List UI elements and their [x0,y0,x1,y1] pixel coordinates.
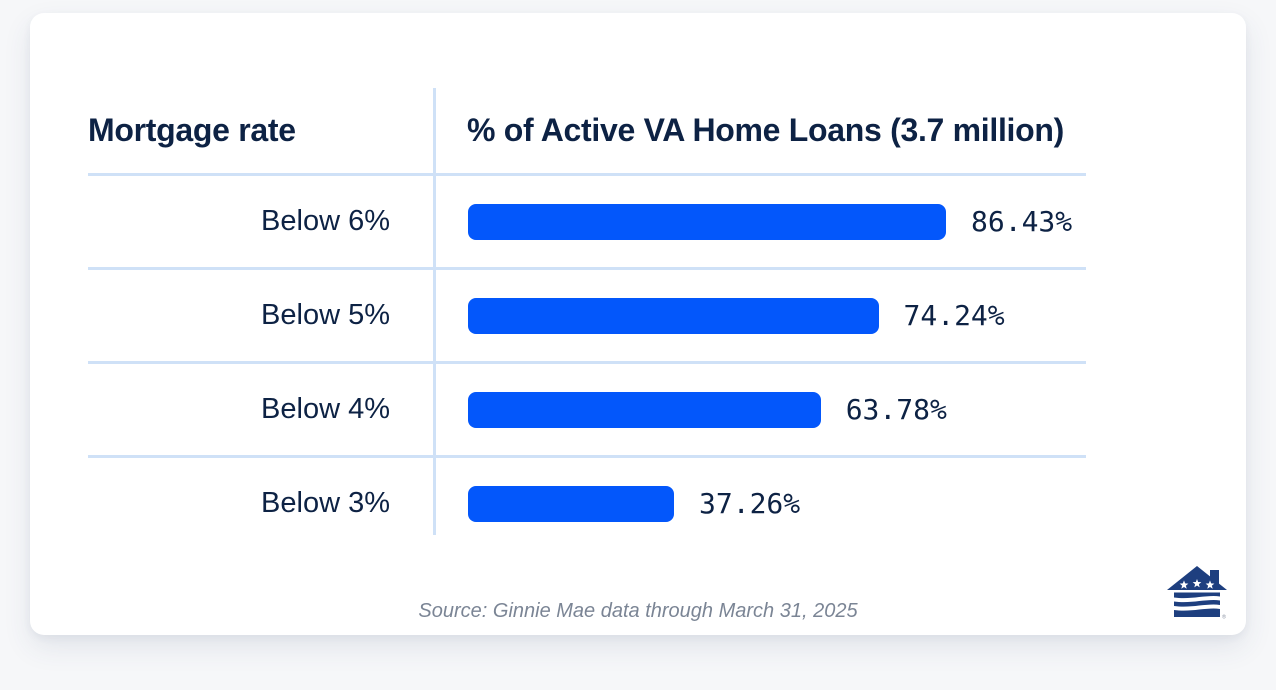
chart-card: Mortgage rate % of Active VA Home Loans … [30,13,1246,635]
table-row: Below 4% 63.78% [88,361,1086,455]
bar-value: 74.24% [903,299,1005,332]
source-attribution: Source: Ginnie Mae data through March 31… [418,600,858,622]
rate-label: Below 4% [261,393,390,425]
rate-table: Mortgage rate % of Active VA Home Loans … [88,88,1086,549]
column-header-percent-active-loans: % of Active VA Home Loans (3.7 million) [467,112,1064,148]
rate-label: Below 3% [261,487,390,519]
table-row: Below 6% 86.43% [88,173,1086,267]
column-divider [433,88,436,535]
bar-cell: 63.78% [433,391,1086,428]
bar [468,391,821,428]
house-flag-logo-icon: ® [1167,566,1227,621]
table-row: Below 3% 37.26% [88,455,1086,549]
rate-label: Below 6% [261,205,390,237]
bar-value: 63.78% [845,393,947,426]
registered-mark: ® [1222,614,1226,621]
rate-label: Below 5% [261,299,390,331]
bar-cell: 86.43% [433,203,1086,240]
bar-cell: 74.24% [433,297,1086,334]
bar [468,297,879,334]
column-header-mortgage-rate: Mortgage rate [88,112,296,148]
table-row: Below 5% 74.24% [88,267,1086,361]
table-header-row: Mortgage rate % of Active VA Home Loans … [88,88,1086,173]
bar [468,203,946,240]
bar-value: 37.26% [699,487,801,520]
bar-cell: 37.26% [433,485,1086,522]
bar-value: 86.43% [971,205,1073,238]
bar [468,485,674,522]
